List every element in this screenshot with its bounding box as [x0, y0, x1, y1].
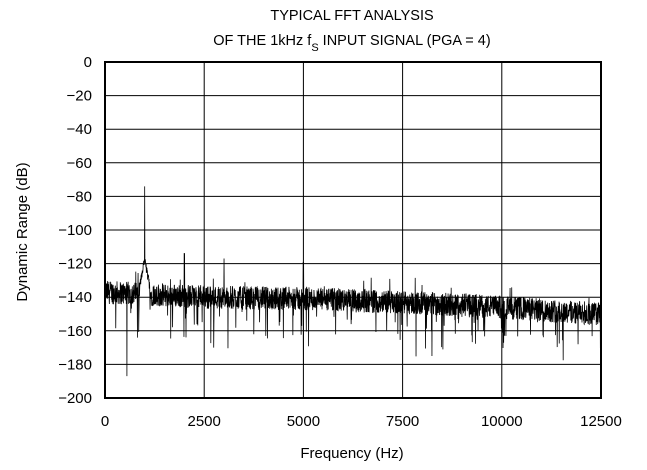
chart-title-line-2-subscript: S — [311, 42, 318, 54]
x-tick-label: 7500 — [386, 413, 419, 430]
plot-area-frame — [104, 61, 602, 399]
y-tick-label: −20 — [67, 88, 92, 105]
x-tick-label: 12500 — [580, 413, 622, 430]
x-axis-label: Frequency (Hz) — [300, 445, 403, 462]
fft-spectrum-series — [104, 186, 602, 377]
y-tick-label: −160 — [58, 323, 92, 340]
y-tick-label: −140 — [58, 289, 92, 306]
x-tick-label: 0 — [101, 413, 109, 430]
y-tick-label: −100 — [58, 222, 92, 239]
y-tick-label: 0 — [84, 54, 92, 71]
y-tick-label: −180 — [58, 356, 92, 373]
chart-title-line-2-post: INPUT SIGNAL (PGA = 4) — [319, 33, 491, 49]
x-axis-ticks: 0 2500 5000 7500 10000 12500 — [101, 413, 622, 430]
chart-title-line-2-pre: OF THE 1kHz f — [213, 33, 312, 49]
y-axis-label: Dynamic Range (dB) — [14, 162, 31, 301]
y-tick-label: −120 — [58, 256, 92, 273]
chart-title-line-2: OF THE 1kHz fS INPUT SIGNAL (PGA = 4) — [213, 33, 490, 54]
y-tick-label: −40 — [67, 121, 92, 138]
chart-title-line-1: TYPICAL FFT ANALYSIS — [270, 8, 433, 24]
chart-grid — [105, 62, 601, 398]
x-tick-label: 10000 — [481, 413, 523, 430]
y-axis-ticks: 0 −20 −40 −60 −80 −100 −120 −140 −160 −180 −200 — [58, 54, 92, 407]
y-tick-label: −60 — [67, 155, 92, 172]
x-tick-label: 5000 — [287, 413, 320, 430]
y-tick-label: −80 — [67, 188, 92, 205]
x-tick-label: 2500 — [188, 413, 221, 430]
y-tick-label: −200 — [58, 390, 92, 407]
